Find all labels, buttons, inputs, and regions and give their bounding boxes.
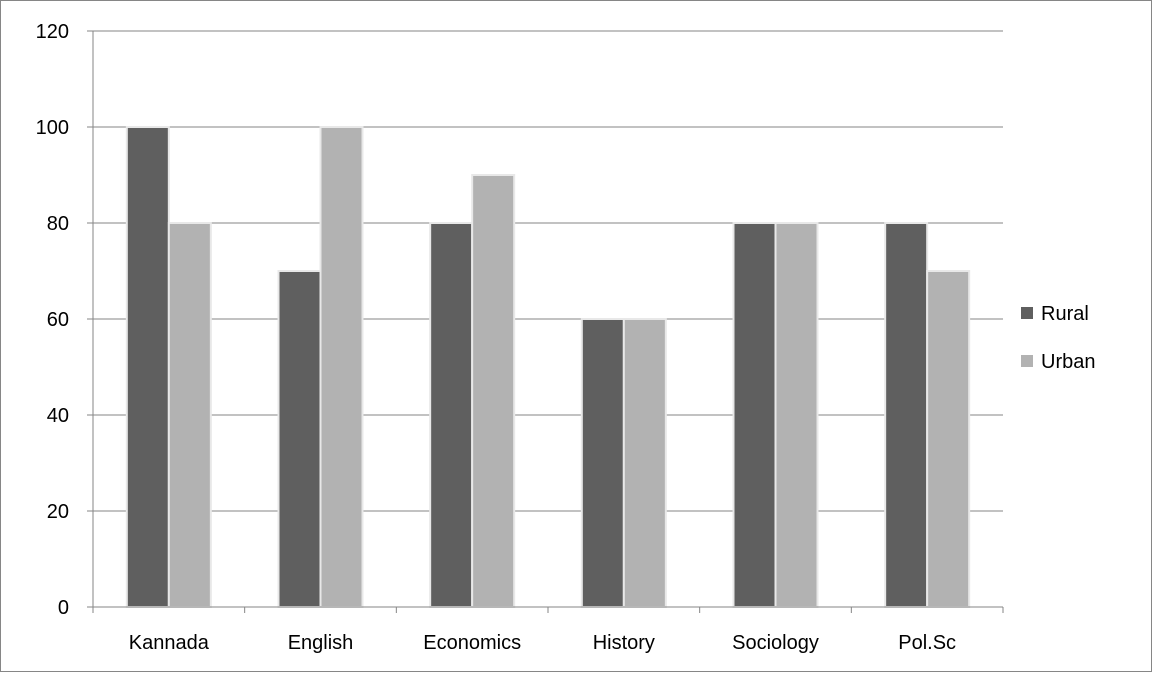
bar-urban-economics bbox=[471, 174, 516, 608]
y-tick-label: 100 bbox=[36, 117, 69, 139]
bar-rural-english bbox=[277, 270, 322, 608]
bars bbox=[125, 126, 971, 608]
x-tick-label: Economics bbox=[423, 632, 521, 654]
legend-label-urban: Urban bbox=[1041, 351, 1095, 373]
y-tick-label: 40 bbox=[47, 405, 69, 427]
bar-rural-kannada bbox=[125, 126, 170, 608]
bar-rural-history bbox=[580, 318, 625, 608]
bar-urban-polsc bbox=[926, 270, 971, 608]
x-tick-label: Pol.Sc bbox=[898, 632, 956, 654]
y-tick-labels: 0 20 40 60 80 100 120 bbox=[36, 21, 69, 619]
legend-label-rural: Rural bbox=[1041, 303, 1089, 325]
bar-rural-economics bbox=[429, 222, 474, 608]
bar-rural-polsc bbox=[884, 222, 929, 608]
axes bbox=[87, 30, 1004, 613]
x-tick-label: English bbox=[288, 632, 354, 654]
legend-swatch-urban bbox=[1021, 355, 1033, 367]
legend: Rural Urban bbox=[1021, 303, 1095, 373]
bar-urban-kannada bbox=[167, 222, 212, 608]
x-tick-labels: Kannada English Economics History Sociology P… bbox=[129, 632, 956, 654]
legend-swatch-rural bbox=[1021, 307, 1033, 319]
bar-urban-english bbox=[319, 126, 364, 608]
x-tick-label: History bbox=[593, 632, 655, 654]
bar-rural-sociology bbox=[732, 222, 777, 608]
y-tick-label: 80 bbox=[47, 213, 69, 235]
bar-urban-history bbox=[622, 318, 667, 608]
gridlines bbox=[93, 30, 1003, 512]
x-tick-label: Sociology bbox=[732, 632, 819, 654]
x-tick-label: Kannada bbox=[129, 632, 210, 654]
y-tick-label: 60 bbox=[47, 309, 69, 331]
y-tick-label: 0 bbox=[58, 597, 69, 619]
y-tick-label: 20 bbox=[47, 501, 69, 523]
y-tick-label: 120 bbox=[36, 21, 69, 43]
bar-urban-sociology bbox=[774, 222, 819, 608]
